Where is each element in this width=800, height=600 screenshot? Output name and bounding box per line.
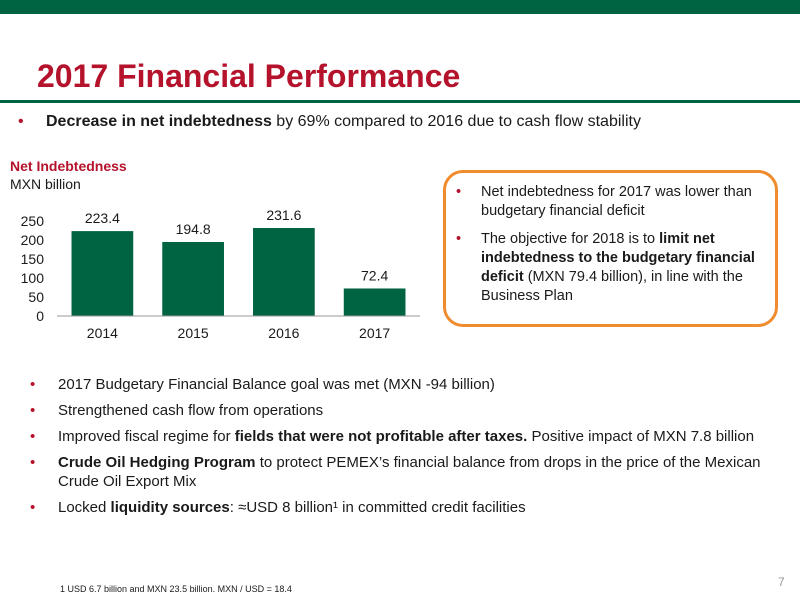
- chart-unit: MXN billion: [10, 176, 81, 192]
- list-item-text: Crude Oil Hedging Program to protect PEM…: [58, 453, 770, 491]
- y-tick-label: 50: [28, 289, 44, 305]
- list-item-text-bold: liquidity sources: [110, 499, 230, 516]
- callout-box: • Net indebtedness for 2017 was lower th…: [443, 170, 778, 327]
- bottom-bullet-list: • 2017 Budgetary Financial Balance goal …: [30, 375, 770, 524]
- list-item: • Crude Oil Hedging Program to protect P…: [30, 453, 770, 491]
- bullet-icon: •: [18, 113, 24, 130]
- y-tick-label: 200: [21, 232, 45, 248]
- x-tick-label: 2015: [178, 325, 209, 341]
- bullet-icon: •: [30, 402, 36, 419]
- list-item-text-post: to protect PEMEX’s financial balance fro…: [58, 454, 761, 490]
- list-item-text-pre: Improved fiscal regime for: [58, 428, 235, 445]
- list-item: • Locked liquidity sources: ≈USD 8 billi…: [30, 498, 770, 517]
- callout-text-2-bold: limit net indebtedness to the budgetary …: [481, 231, 755, 285]
- list-item: • Improved fiscal regime for fields that…: [30, 427, 770, 446]
- callout-text-2-pre: The objective for 2018 is to: [481, 231, 660, 247]
- bar-2015: [162, 241, 224, 316]
- x-tick-label: 2014: [87, 325, 118, 341]
- x-axis: 2014 2015 2016 2017: [57, 315, 420, 341]
- bar-value-label: 223.4: [85, 210, 120, 226]
- callout-text-2-post: (MXN 79.4 billion), in line with the Bus…: [481, 269, 743, 304]
- main-bullet-bold: Decrease in net indebtedness: [46, 113, 272, 130]
- callout-text-1: Net indebtedness for 2017 was lower than…: [481, 184, 752, 219]
- y-tick-label: 250: [21, 213, 45, 229]
- y-tick-label: 150: [21, 251, 45, 267]
- y-axis: 0 50 100 150 200 250: [21, 213, 45, 324]
- footnote: 1 USD 6.7 billion and MXN 23.5 billion. …: [60, 584, 292, 594]
- list-item-text: Improved fiscal regime for fields that w…: [58, 427, 754, 446]
- list-item-text: Locked liquidity sources: ≈USD 8 billion…: [58, 498, 526, 517]
- list-item: • 2017 Budgetary Financial Balance goal …: [30, 375, 770, 394]
- list-item-text-bold: Crude Oil Hedging Program: [58, 454, 256, 471]
- bars: [71, 227, 406, 316]
- bar-value-label: 231.6: [266, 207, 301, 223]
- y-tick-label: 100: [21, 270, 45, 286]
- list-item-text-post: : ≈USD 8 billion¹ in committed credit fa…: [229, 499, 526, 516]
- bar-2017: [343, 288, 406, 316]
- bullet-icon: •: [30, 428, 36, 445]
- bullet-icon: •: [30, 499, 36, 516]
- title-divider: [0, 100, 800, 103]
- bar-value-label: 72.4: [361, 267, 388, 283]
- list-item-text-pre: Locked: [58, 499, 111, 516]
- page-number: 7: [778, 575, 785, 589]
- y-tick-label: 0: [36, 308, 44, 324]
- net-indebtedness-chart: 0 50 100 150 200 250 223.4 194.8 231.6 72.4 2014…: [21, 207, 420, 341]
- list-item-text: 2017 Budgetary Financial Balance goal wa…: [58, 376, 495, 393]
- list-item-text-bold: fields that were not profitable after ta…: [234, 428, 528, 445]
- bullet-icon: •: [456, 184, 462, 200]
- top-brand-bar: [0, 0, 800, 14]
- callout-text-2: The objective for 2018 is to limit net i…: [481, 230, 763, 306]
- x-tick-label: 2016: [268, 325, 299, 341]
- main-bullet: • Decrease in net indebtedness by 69% com…: [18, 113, 641, 131]
- bar-value-label: 194.8: [176, 221, 211, 237]
- callout-item-2: • The objective for 2018 is to limit net…: [456, 230, 763, 306]
- main-bullet-text: by 69% compared to 2016 due to cash flow…: [271, 113, 641, 130]
- bar-2014: [71, 231, 134, 316]
- x-tick-label: 2017: [359, 325, 390, 341]
- callout-item-1: • Net indebtedness for 2017 was lower th…: [456, 183, 763, 221]
- list-item-text-post: Positive impact of MXN 7.8 billion: [527, 428, 755, 445]
- value-labels: 223.4 194.8 231.6 72.4: [85, 207, 389, 283]
- list-item-text: Strengthened cash flow from operations: [58, 402, 324, 419]
- bullet-icon: •: [30, 376, 36, 393]
- list-item: • Strengthened cash flow from operations: [30, 401, 770, 420]
- bar-2016: [253, 227, 315, 316]
- chart-title: Net Indebtedness: [10, 158, 127, 174]
- bullet-icon: •: [30, 454, 36, 471]
- page-title: 2017 Financial Performance: [37, 58, 461, 94]
- bullet-icon: •: [456, 231, 462, 247]
